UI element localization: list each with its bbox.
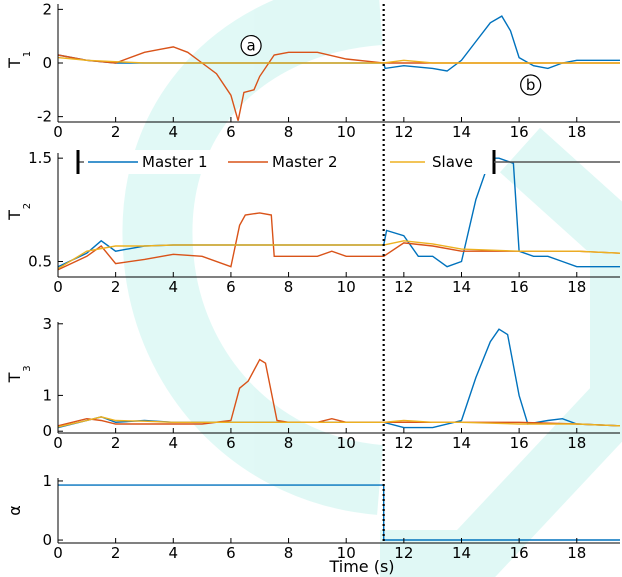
x-tick-label: 4 bbox=[169, 123, 179, 141]
x-tick-label: 6 bbox=[226, 544, 236, 562]
y-tick-label: 1 bbox=[42, 472, 52, 490]
series-master-1-line bbox=[57, 328, 621, 429]
y-axis-label-subscript: 3 bbox=[22, 365, 33, 371]
y-axis-label: T bbox=[5, 58, 24, 69]
annotation-label: b bbox=[526, 76, 536, 94]
y-axis-label: α bbox=[5, 505, 24, 516]
x-tick-label: 0 bbox=[53, 434, 63, 452]
series-slave-line bbox=[57, 56, 620, 64]
x-tick-label: 12 bbox=[394, 278, 413, 296]
x-tick-label: 2 bbox=[111, 434, 121, 452]
y-axis-label-subscript: 1 bbox=[22, 51, 33, 57]
x-tick-label: 10 bbox=[337, 123, 356, 141]
x-tick-label: 6 bbox=[226, 123, 236, 141]
series-master-2-line bbox=[57, 358, 621, 427]
y-axis-label: T bbox=[5, 372, 24, 383]
x-tick-label: 2 bbox=[111, 278, 121, 296]
x-axis-label: Time (s) bbox=[328, 557, 394, 576]
x-tick-label: 18 bbox=[567, 544, 586, 562]
y-tick-label: 2 bbox=[42, 0, 52, 18]
x-tick-label: 8 bbox=[284, 278, 294, 296]
x-tick-label: 12 bbox=[394, 123, 413, 141]
x-tick-label: 6 bbox=[226, 278, 236, 296]
y-tick-label: 1 bbox=[42, 386, 52, 404]
x-tick-label: 12 bbox=[394, 434, 413, 452]
x-tick-label: 2 bbox=[111, 544, 121, 562]
y-tick-label: 0 bbox=[42, 422, 52, 440]
x-tick-label: 16 bbox=[510, 278, 529, 296]
x-tick-label: 14 bbox=[452, 278, 471, 296]
annotation-circle bbox=[240, 34, 262, 57]
series-slave-line bbox=[57, 416, 621, 428]
x-tick-label: 12 bbox=[394, 544, 413, 562]
x-tick-label: 10 bbox=[337, 434, 356, 452]
y-axis-label-subscript: 2 bbox=[22, 203, 33, 209]
x-tick-label: 14 bbox=[452, 434, 471, 452]
annotation-label: a bbox=[246, 37, 255, 55]
y-tick-label: 1.5 bbox=[28, 149, 52, 167]
series-master-2-line bbox=[57, 46, 620, 121]
x-tick-label: 14 bbox=[452, 123, 471, 141]
x-tick-label: 4 bbox=[169, 278, 179, 296]
y-tick-label: -2 bbox=[37, 108, 52, 126]
x-tick-label: 0 bbox=[53, 544, 63, 562]
legend: Master 1 Master 2 Slave bbox=[76, 150, 620, 174]
x-tick-label: 0 bbox=[53, 123, 63, 141]
watermark bbox=[122, 0, 622, 577]
x-tick-label: 0 bbox=[53, 278, 63, 296]
x-tick-label: 18 bbox=[567, 123, 586, 141]
x-tick-label: 16 bbox=[510, 123, 529, 141]
y-axis-label: T bbox=[5, 210, 24, 221]
x-tick-label: 4 bbox=[169, 544, 179, 562]
x-tick-label: 16 bbox=[510, 544, 529, 562]
y-tick-label: 0 bbox=[42, 531, 52, 549]
legend-entry-label: Master 2 bbox=[272, 153, 338, 171]
y-tick-label: 0.5 bbox=[28, 253, 52, 271]
y-tick-label: 0 bbox=[42, 54, 52, 72]
legend-entry-label: Slave bbox=[432, 153, 473, 171]
x-tick-label: 4 bbox=[169, 434, 179, 452]
y-tick-label: 3 bbox=[42, 315, 52, 333]
x-tick-label: 16 bbox=[510, 434, 529, 452]
x-tick-label: 18 bbox=[567, 434, 586, 452]
x-tick-label: 8 bbox=[284, 434, 294, 452]
x-tick-label: 10 bbox=[337, 544, 356, 562]
x-tick-label: 18 bbox=[567, 278, 586, 296]
series-α-line bbox=[58, 484, 620, 541]
x-tick-label: 6 bbox=[226, 434, 236, 452]
x-tick-label: 8 bbox=[284, 123, 294, 141]
x-tick-label: 2 bbox=[111, 123, 121, 141]
series-master-2-line bbox=[57, 212, 621, 271]
x-tick-label: 14 bbox=[452, 544, 471, 562]
legend-entry-label: Master 1 bbox=[142, 153, 208, 171]
annotation-circle bbox=[520, 74, 542, 96]
x-tick-label: 8 bbox=[284, 544, 294, 562]
series-slave-line bbox=[57, 240, 621, 270]
x-tick-label: 10 bbox=[337, 278, 356, 296]
